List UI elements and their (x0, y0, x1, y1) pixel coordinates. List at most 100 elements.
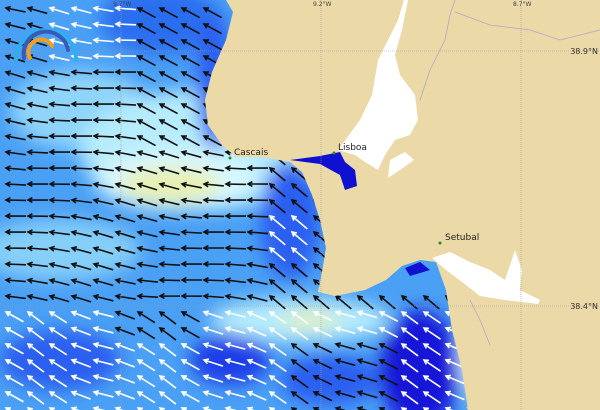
wind-arrow-icon (268, 311, 287, 325)
wind-arrow-icon (26, 133, 48, 140)
wind-arrow-icon (422, 343, 442, 356)
wind-arrow-icon (378, 359, 399, 370)
wind-arrow-icon (4, 375, 24, 387)
wind-arrow-icon (70, 37, 92, 45)
wind-arrow-icon (136, 166, 158, 175)
wind-arrow-icon (158, 166, 180, 175)
wind-arrow-icon (312, 294, 330, 310)
wind-arrow-icon (92, 133, 115, 140)
wind-arrow-icon (180, 181, 202, 189)
wind-arrow-icon (180, 87, 200, 99)
wind-arrow-icon (246, 390, 267, 401)
wind-arrow-icon (92, 197, 114, 206)
wind-arrow-icon (290, 375, 309, 389)
wind-arrow-icon (26, 70, 48, 78)
wind-arrow-icon (70, 85, 93, 92)
wind-arrow-icon (70, 310, 91, 320)
wind-arrow-icon (26, 342, 45, 357)
wind-arrow-icon (224, 374, 246, 382)
wind-arrow-icon (4, 277, 27, 284)
wind-arrow-icon (26, 390, 45, 405)
wind-arrow-icon (92, 68, 115, 76)
lon-label: 9.7°W (113, 1, 132, 8)
wind-arrow-icon (4, 70, 26, 79)
wind-arrow-icon (4, 133, 26, 141)
wind-arrow-icon (378, 327, 399, 338)
wind-arrow-icon (290, 182, 308, 198)
wind-arrow-icon (70, 342, 91, 352)
wind-arrow-icon (202, 197, 225, 204)
wind-arrow-icon (158, 245, 180, 252)
wind-arrow-icon (70, 358, 91, 368)
wind-arrow-icon (290, 343, 309, 357)
wind-arrow-icon (4, 359, 24, 371)
wind-arrow-icon (26, 149, 49, 156)
wind-arrow-icon (246, 196, 269, 204)
wind-arrow-icon (334, 406, 347, 410)
wind-arrow-icon (180, 165, 202, 174)
place-label-lisboa[interactable]: Lisboa (338, 143, 367, 153)
wind-arrow-icon (444, 374, 465, 385)
wind-arrow-icon (400, 359, 419, 373)
wind-arrow-icon (180, 391, 200, 403)
wind-arrow-icon (92, 262, 114, 271)
wind-arrow-icon (158, 229, 180, 236)
wind-arrow-icon (136, 103, 156, 115)
wind-arrow-icon (48, 132, 71, 140)
wind-arrow-icon (224, 212, 247, 220)
wind-arrow-icon (290, 311, 309, 325)
wind-arrow-icon (26, 6, 48, 15)
wind-arrow-icon (158, 406, 166, 410)
place-label-setubal[interactable]: Setubal (445, 233, 479, 243)
wind-arrow-icon (136, 182, 158, 191)
wind-arrow-icon (290, 327, 309, 341)
wind-arrow-icon (114, 293, 136, 300)
wind-arrow-icon (26, 293, 48, 302)
wind-arrow-icon (246, 326, 267, 337)
wind-arrow-icon (70, 294, 92, 303)
wind-arrow-icon (114, 5, 137, 12)
wind-arrow-icon (246, 164, 269, 172)
wind-arrow-icon (246, 294, 268, 302)
wind-arrow-icon (4, 86, 26, 95)
wind-arrow-icon (400, 327, 419, 341)
wind-arrow-icon (180, 197, 202, 204)
wind-arrow-icon (180, 327, 200, 339)
wind-arrow-icon (26, 277, 48, 285)
wind-arrow-icon (422, 327, 442, 340)
wind-arrow-icon (70, 390, 91, 400)
wind-arrow-icon (400, 311, 419, 325)
wind-arrow-icon (202, 260, 225, 268)
wind-arrow-icon (136, 119, 156, 131)
wind-arrow-icon (158, 87, 178, 99)
wind-arrow-icon (136, 343, 156, 356)
wind-arrow-icon (224, 245, 247, 252)
wind-arrow-icon (4, 102, 26, 111)
wind-arrow-icon (202, 149, 224, 157)
wind-arrow-icon (4, 261, 27, 268)
wind-arrow-icon (114, 326, 136, 336)
wind-arrow-icon (334, 358, 356, 367)
wind-arrow-icon (136, 214, 158, 223)
wind-arrow-icon (180, 343, 200, 355)
wind-arrow-icon (48, 245, 70, 253)
wind-arrow-icon (290, 391, 309, 405)
place-label-cascais[interactable]: Cascais (234, 148, 268, 158)
wind-arrow-icon (26, 358, 45, 373)
wind-arrow-icon (158, 358, 177, 373)
wind-arrow-icon (48, 391, 68, 404)
wind-arrow-icon (378, 311, 399, 322)
wind-arrow-icon (70, 229, 92, 238)
land (205, 0, 600, 410)
wind-arrow-icon (70, 278, 92, 287)
wind-arrow-icon (246, 358, 267, 369)
wind-arrow-icon (224, 180, 247, 188)
wind-arrow-icon (114, 52, 137, 60)
wind-arrow-icon (246, 261, 268, 269)
wind-arrow-icon (92, 278, 114, 287)
wind-arrow-icon (26, 229, 49, 236)
wind-arrow-icon (268, 230, 286, 246)
wind-arrow-icon (136, 327, 156, 340)
